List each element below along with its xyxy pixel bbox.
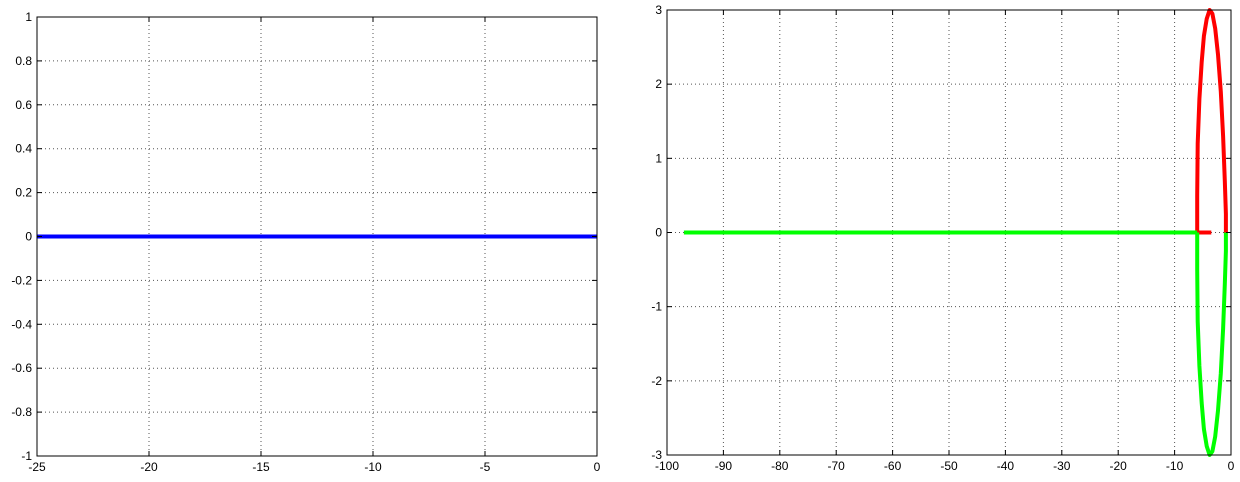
left-chart-y-tick-label: 1: [25, 10, 32, 24]
right-chart-y-tick-label: 2: [655, 77, 662, 91]
right-chart-x-tick-label: -40: [997, 459, 1015, 473]
right-chart-x-tick-label: -10: [1166, 459, 1184, 473]
left-chart-x-tick-label: -5: [480, 460, 491, 474]
left-chart-y-tick-label: 0.8: [15, 54, 32, 68]
left-chart-panel: -25 -20 -15 -10 -5 0 -1 -0.8 -0.6 -0.4 -0.2 0 0.2 0.4…: [11, 10, 600, 474]
right-chart-series-line-3: [1195, 232, 1228, 457]
left-chart-x-tick-label: -15: [252, 460, 270, 474]
right-chart-series-line-0: [1195, 8, 1228, 233]
left-chart-y-tick-label: -1: [21, 449, 32, 463]
right-chart-x-tick-label: -80: [771, 459, 789, 473]
left-chart-x-tick-label: -25: [28, 460, 46, 474]
right-chart-x-tick-label: -20: [1110, 459, 1128, 473]
right-chart-y-tick-label: -2: [651, 374, 662, 388]
left-chart-y-tick-label: 0.2: [15, 186, 32, 200]
left-chart-x-tick-label: 0: [594, 460, 601, 474]
right-chart-y-tick-label: 1: [655, 151, 662, 165]
left-chart-y-tick-label: -0.8: [11, 405, 32, 419]
right-chart-panel: -100 -90 -80 -70 -60 -50 -40 -30 -20 -10 0-3-2-101…: [651, 3, 1234, 473]
right-chart-x-tick-label: -30: [1053, 459, 1071, 473]
right-chart-x-tick-label: -90: [715, 459, 733, 473]
left-chart-y-tick-label: -0.4: [11, 317, 32, 331]
left-chart-y-tick-label: 0: [25, 230, 32, 244]
left-chart-x-tick-label: -20: [140, 460, 158, 474]
right-chart-x-tick-label: -100: [655, 459, 679, 473]
right-chart-y-tick-label: -3: [651, 448, 662, 462]
right-chart-y-tick-label: 3: [655, 3, 662, 17]
right-chart-y-tick-label: -1: [651, 300, 662, 314]
left-chart-y-tick-label: -0.6: [11, 361, 32, 375]
right-chart-x-tick-label: -70: [828, 459, 846, 473]
right-chart-x-tick-label: 0: [1228, 459, 1235, 473]
right-chart-x-tick-label: -60: [884, 459, 902, 473]
right-chart-y-tick-label: 0: [655, 226, 662, 240]
right-chart-x-tick-label: -50: [940, 459, 958, 473]
left-chart-y-tick-label: -0.2: [11, 273, 32, 287]
left-chart-y-tick-label: 0.4: [15, 142, 32, 156]
left-chart-x-tick-label: -10: [364, 460, 382, 474]
left-chart-y-tick-label: 0.6: [15, 98, 32, 112]
